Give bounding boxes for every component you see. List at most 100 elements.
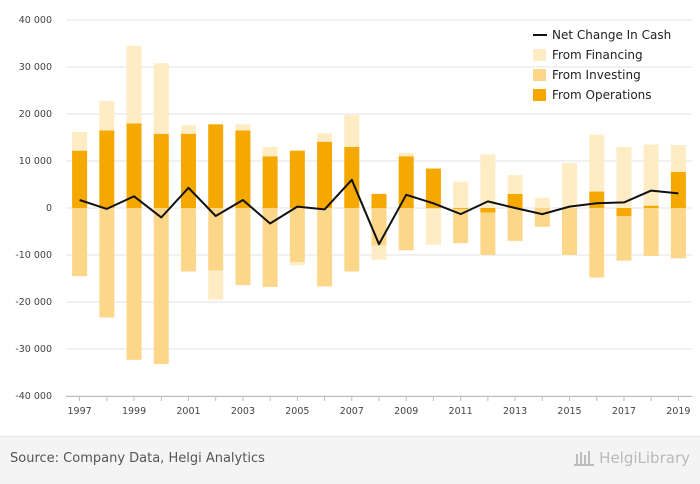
bar-from-financing-1998[interactable] — [99, 100, 115, 131]
legend-item-from-investing[interactable]: From Investing — [533, 68, 641, 82]
footer: Source: Company Data, Helgi Analytics He… — [0, 436, 700, 484]
bar-from-investing-2017[interactable] — [616, 215, 632, 261]
bar-from-operations-2009[interactable] — [398, 156, 414, 208]
bar-from-operations-2000[interactable] — [153, 133, 169, 208]
bar-from-financing-2014[interactable] — [534, 197, 550, 208]
bar-from-financing-2002[interactable] — [208, 270, 224, 300]
bar-from-operations-2003[interactable] — [235, 130, 251, 208]
bar-from-financing-2004[interactable] — [262, 146, 278, 157]
x-tick-label: 2013 — [503, 406, 527, 417]
x-axis: 1997 1999 2001 2003 2005 2007 2009 2011 2013 2015… — [66, 396, 692, 417]
bar-from-investing-1999[interactable] — [126, 208, 142, 360]
legend-item-from-financing[interactable]: From Financing — [533, 48, 643, 62]
bar-from-financing-2010[interactable] — [425, 208, 441, 245]
bar-from-financing-2005[interactable] — [289, 262, 305, 266]
legend-label: From Financing — [552, 48, 643, 62]
bar-from-investing-2015[interactable] — [562, 208, 578, 255]
net-change-line[interactable] — [79, 178, 679, 246]
bar-from-financing-2012[interactable] — [480, 154, 496, 208]
bar-from-operations-2007[interactable] — [344, 146, 360, 208]
y-tick-label: -30 000 — [15, 344, 52, 355]
bar-from-investing-2004[interactable] — [262, 208, 278, 287]
x-tick-label: 2011 — [449, 406, 473, 417]
bar-from-financing-2000[interactable] — [153, 63, 169, 134]
bar-from-investing-2018[interactable] — [643, 208, 659, 256]
legend-swatch — [533, 69, 546, 81]
brand[interactable]: HelgiLibrary — [573, 449, 690, 467]
bar-from-operations-2018[interactable] — [643, 205, 659, 208]
brand-name: HelgiLibrary — [599, 449, 690, 467]
bar-from-investing-2010[interactable] — [425, 208, 441, 209]
bar-from-operations-2001[interactable] — [180, 133, 196, 208]
legend-label: From Operations — [552, 88, 652, 102]
bar-from-investing-2011[interactable] — [453, 208, 469, 244]
net-change-line-group — [79, 178, 679, 246]
y-tick-label: 10 000 — [19, 156, 52, 167]
x-tick-label: 2017 — [612, 406, 636, 417]
bar-from-financing-2013[interactable] — [507, 175, 523, 194]
bar-from-operations-2008[interactable] — [371, 193, 387, 208]
library-logo-icon — [574, 451, 595, 466]
bar-from-operations-2004[interactable] — [262, 156, 278, 208]
bar-from-operations-2011[interactable] — [453, 208, 469, 209]
y-tick-label: 30 000 — [19, 62, 52, 73]
bar-from-investing-1998[interactable] — [99, 208, 115, 318]
cash-flow-chart: 40 000 30 000 20 000 10 000 0 -10 000 -20 000 -… — [15, 15, 692, 417]
bar-from-investing-2007[interactable] — [344, 208, 360, 272]
bar-from-operations-2006[interactable] — [317, 141, 333, 208]
bar-from-investing-2006[interactable] — [317, 208, 333, 287]
bar-from-investing-2016[interactable] — [589, 208, 605, 278]
legend-swatch — [533, 49, 546, 61]
bar-from-financing-2001[interactable] — [180, 125, 196, 134]
source-text: Source: Company Data, Helgi Analytics — [10, 451, 265, 466]
bar-from-investing-2008[interactable] — [371, 208, 387, 246]
bar-from-operations-2013[interactable] — [507, 193, 523, 208]
y-tick-label: 40 000 — [19, 15, 52, 26]
bar-from-financing-2011[interactable] — [453, 181, 469, 208]
bar-from-operations-2016[interactable] — [589, 191, 605, 208]
x-tick-label: 1999 — [122, 406, 146, 417]
legend-label: From Investing — [552, 68, 641, 82]
x-tick-label: 2015 — [557, 406, 581, 417]
bar-from-operations-2012[interactable] — [480, 208, 496, 213]
bar-from-investing-1997[interactable] — [72, 208, 88, 277]
bar-from-investing-2005[interactable] — [289, 208, 305, 263]
bar-from-financing-2017[interactable] — [616, 146, 632, 208]
bar-from-operations-2017[interactable] — [616, 208, 632, 216]
bar-from-operations-2005[interactable] — [289, 150, 305, 208]
bar-from-investing-2009[interactable] — [398, 208, 414, 251]
legend-item-net-change-in-cash[interactable]: Net Change In Cash — [533, 28, 671, 42]
bar-from-financing-2006[interactable] — [317, 133, 333, 142]
bar-from-financing-2003[interactable] — [235, 124, 251, 131]
bar-from-investing-2014[interactable] — [534, 208, 550, 227]
legend-label: Net Change In Cash — [552, 28, 671, 42]
bar-from-operations-2010[interactable] — [425, 168, 441, 208]
legend[interactable]: Net Change In Cash From Financing From Inv… — [533, 28, 671, 102]
bar-from-operations-1997[interactable] — [72, 150, 88, 208]
bar-from-investing-2003[interactable] — [235, 208, 251, 286]
bar-from-financing-2007[interactable] — [344, 114, 360, 147]
bar-from-financing-1999[interactable] — [126, 45, 142, 124]
bar-from-financing-2016[interactable] — [589, 134, 605, 192]
bar-from-financing-1997[interactable] — [72, 131, 88, 151]
bar-from-operations-2002[interactable] — [208, 124, 224, 208]
bar-from-investing-2012[interactable] — [480, 212, 496, 255]
y-tick-label: -10 000 — [15, 250, 52, 261]
bar-from-investing-2019[interactable] — [670, 208, 686, 259]
bar-from-investing-2013[interactable] — [507, 208, 523, 241]
bar-from-financing-2018[interactable] — [643, 144, 659, 206]
bar-from-financing-2015[interactable] — [562, 162, 578, 208]
x-tick-label: 2009 — [394, 406, 418, 417]
bar-from-financing-2009[interactable] — [398, 153, 414, 157]
bar-from-financing-2008[interactable] — [371, 245, 387, 260]
bar-from-investing-2002[interactable] — [208, 208, 224, 271]
bar-from-investing-2001[interactable] — [180, 208, 196, 272]
legend-item-from-operations[interactable]: From Operations — [533, 88, 652, 102]
bar-from-operations-1999[interactable] — [126, 123, 142, 208]
bar-from-financing-2019[interactable] — [670, 145, 686, 172]
bar-from-investing-2000[interactable] — [153, 208, 169, 365]
legend-swatch — [533, 89, 546, 101]
y-tick-label: 0 — [46, 203, 52, 214]
bar-from-operations-1998[interactable] — [99, 130, 115, 208]
bar-from-operations-2019[interactable] — [670, 171, 686, 208]
